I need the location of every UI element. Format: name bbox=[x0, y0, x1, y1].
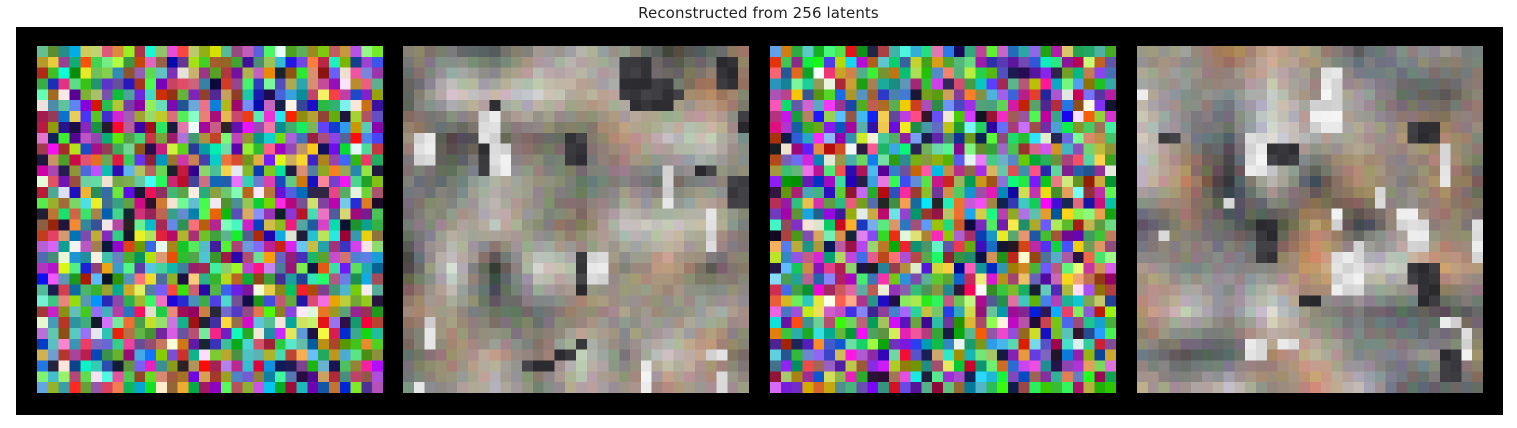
noise-image-2 bbox=[770, 46, 1116, 393]
figure-title: Reconstructed from 256 latents bbox=[638, 4, 879, 22]
reconstructed-image-2 bbox=[1137, 46, 1483, 393]
reconstructed-image-2-canvas bbox=[1137, 46, 1483, 393]
noise-image-1-canvas bbox=[37, 46, 383, 393]
noise-image-2-canvas bbox=[770, 46, 1116, 393]
reconstructed-image-1-canvas bbox=[403, 46, 749, 393]
noise-image-1 bbox=[37, 46, 383, 393]
reconstructed-image-1 bbox=[403, 46, 749, 393]
image-grid bbox=[16, 27, 1503, 415]
